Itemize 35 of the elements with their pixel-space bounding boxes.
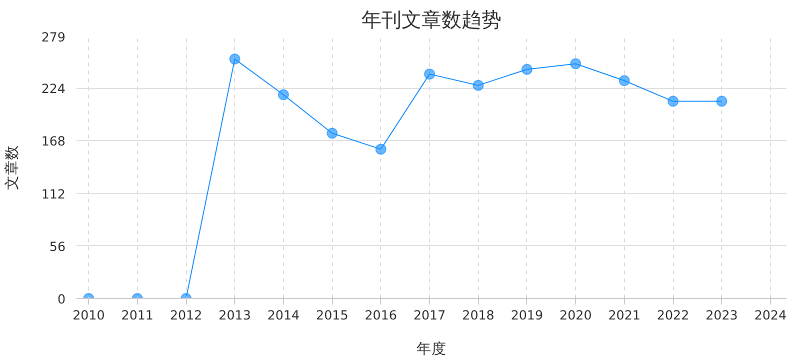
x-tick-label: 2015 [316, 308, 348, 322]
x-tick-label: 2016 [364, 308, 397, 322]
x-tick-label: 2010 [72, 308, 105, 322]
x-tick-label: 2014 [267, 308, 300, 322]
x-tick-label: 2023 [706, 308, 738, 322]
point [570, 58, 582, 70]
y-tick-label: 279 [41, 30, 66, 44]
y-tick-label: 224 [41, 81, 66, 96]
point [618, 75, 630, 86]
x-tick-label: 2017 [413, 308, 446, 322]
point [472, 80, 484, 91]
point [278, 89, 289, 100]
y-tick-label: 0 [57, 292, 66, 306]
point [326, 128, 338, 139]
point [521, 64, 532, 75]
y-axis-title: 文章数 [3, 145, 20, 190]
point [375, 144, 386, 155]
x-tick-label: 2019 [510, 308, 544, 322]
y-tick-label: 168 [41, 134, 66, 149]
point [424, 68, 436, 80]
x-tick-label: 2012 [170, 308, 202, 322]
y-tick-label: 112 [41, 186, 66, 202]
x-tick-label: 2024 [754, 308, 787, 322]
x-tick-label: 2018 [462, 308, 494, 322]
y-tick-label: 56 [49, 238, 66, 254]
x-tick-label: 2022 [656, 308, 690, 322]
point [716, 96, 728, 107]
x-tick-label: 2011 [121, 308, 154, 322]
x-tick-label: 2020 [560, 308, 592, 322]
x-tick-label: 2021 [608, 308, 640, 322]
x-axis-title: 年度 [416, 340, 446, 358]
point [229, 54, 240, 65]
x-tick-label: 2013 [218, 308, 251, 322]
chart-title: 年刊文章数趋势 [362, 8, 502, 32]
point [668, 96, 679, 107]
